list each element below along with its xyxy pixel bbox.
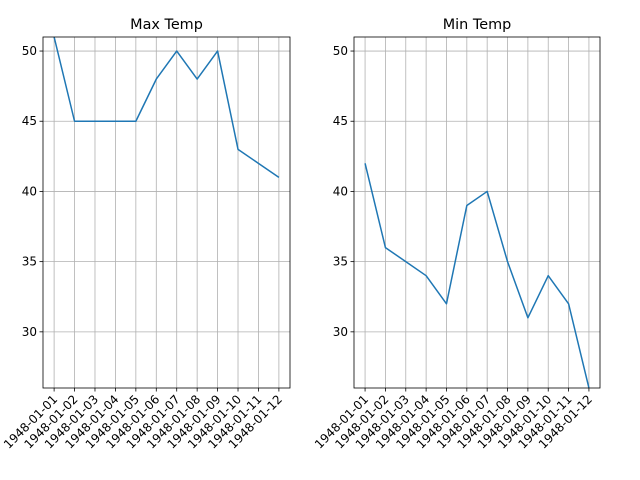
series-line — [53, 37, 280, 179]
chart-title: Min Temp — [443, 17, 511, 33]
y-tick-label: 35 — [333, 255, 348, 269]
y-tick-label: 50 — [22, 44, 37, 58]
y-tick-label: 45 — [333, 114, 348, 128]
y-tick-label: 50 — [333, 44, 348, 58]
y-tick-label: 30 — [333, 325, 348, 339]
plot-frame — [353, 36, 601, 389]
y-tick-label: 30 — [22, 325, 37, 339]
plot-frame — [42, 36, 291, 389]
series-line — [364, 163, 590, 388]
y-tick-label: 40 — [22, 184, 37, 198]
y-tick-label: 45 — [22, 114, 37, 128]
y-tick-label: 40 — [333, 184, 348, 198]
y-tick-label: 35 — [22, 255, 37, 269]
chart-title: Max Temp — [130, 17, 203, 33]
